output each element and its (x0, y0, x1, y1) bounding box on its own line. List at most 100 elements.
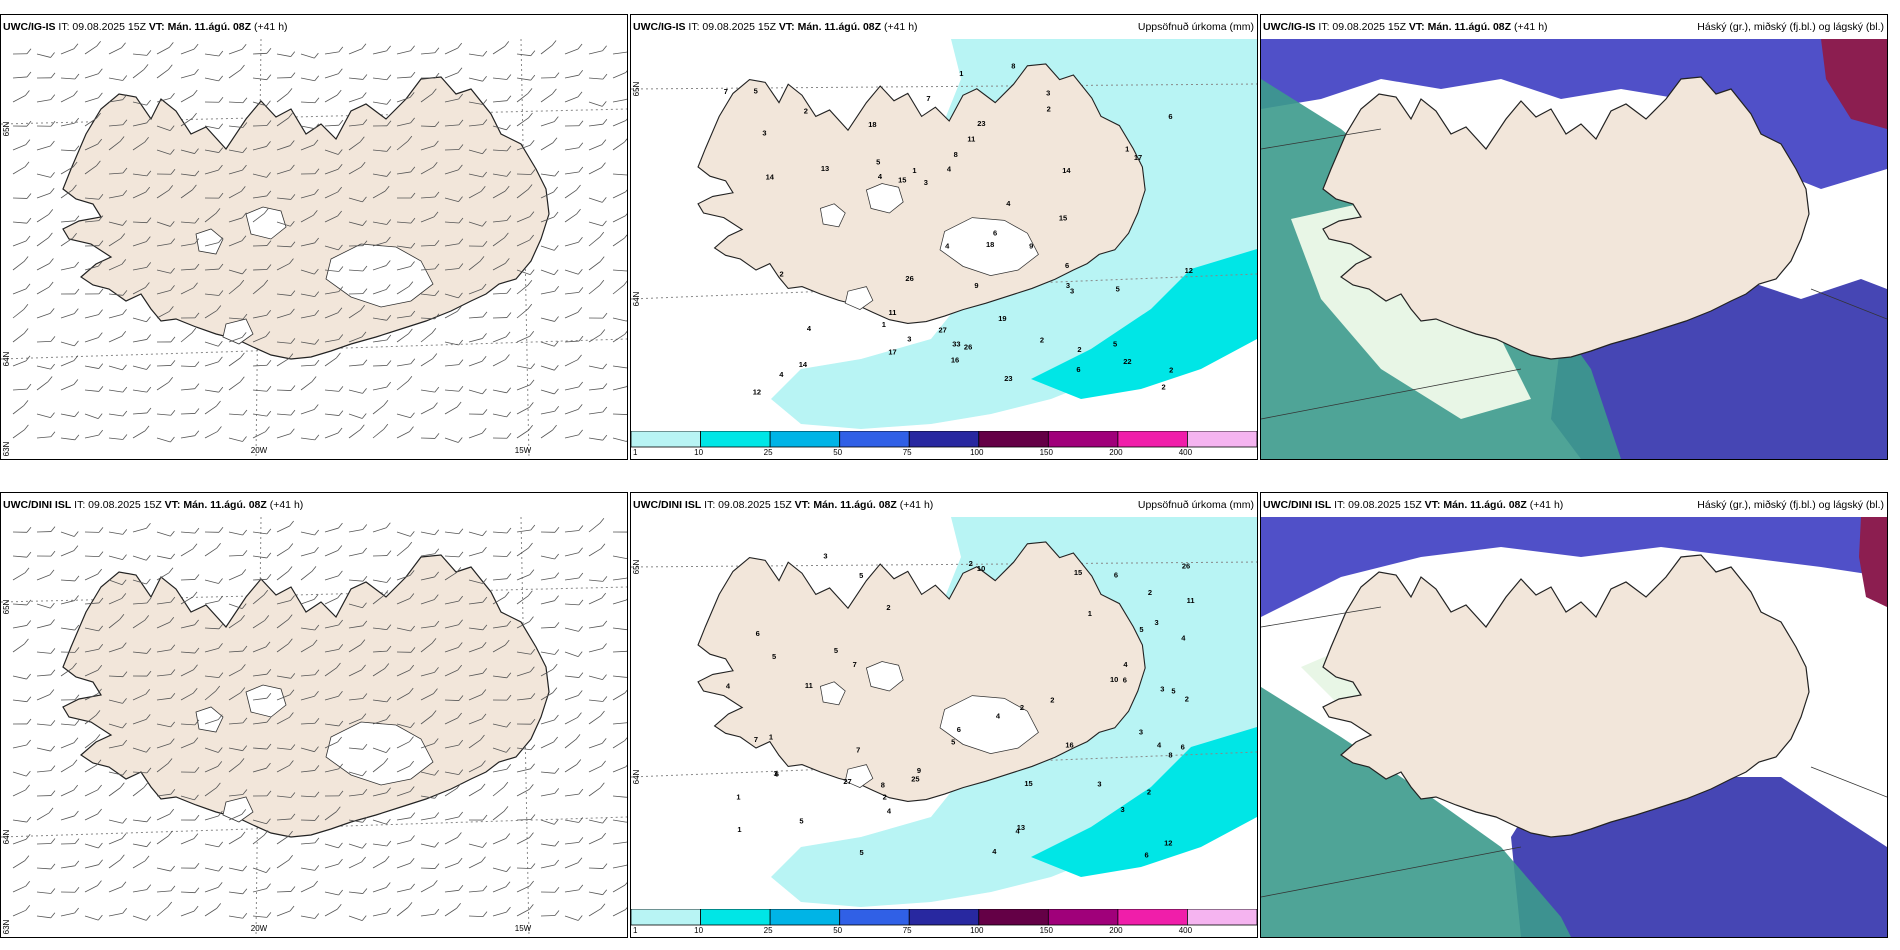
wind-barb (60, 77, 75, 80)
wind-barb (84, 314, 99, 319)
wind-barb-flag (410, 166, 416, 173)
wind-barb-flag (266, 668, 272, 675)
wind-barb (564, 793, 579, 797)
precip-point-value: 1 (912, 166, 916, 175)
wind-barb-flag (192, 89, 198, 96)
wind-barb-flag (554, 170, 560, 177)
wind-barb-flag (287, 614, 293, 620)
wind-map[interactable]: 65N 64N 63N 20W 15W (1, 39, 627, 459)
wind-barb-flag (25, 90, 30, 96)
wind-barb-flag (554, 341, 559, 347)
wind-barb (492, 911, 507, 917)
precip-point-value: 4 (878, 172, 883, 181)
wind-barb-flag (529, 234, 534, 241)
precip-point-value: 2 (886, 603, 890, 612)
wind-barb (324, 575, 339, 581)
wind-barb (180, 548, 194, 557)
cloud-map[interactable] (1261, 517, 1887, 937)
wind-barb-flag (98, 625, 104, 632)
wind-barb-flag (504, 185, 510, 192)
wind-barb (132, 365, 147, 370)
wind-barb-flag (26, 696, 32, 702)
lead-time: (+41 h) (1529, 499, 1564, 511)
wind-barb (228, 149, 243, 154)
cloud-panel-dini: UWC/DINI ISL IT: 09.08.2025 15Z VT: Mán.… (1260, 492, 1888, 938)
colorbar-bin (631, 431, 701, 448)
wind-barb-flag (386, 818, 391, 825)
wind-barb-flag (578, 837, 584, 843)
wind-barb (60, 764, 74, 773)
wind-barb (60, 341, 75, 347)
wind-barb-flag (506, 95, 512, 101)
wind-barb-flag (384, 663, 390, 669)
wind-barb-flag (50, 720, 56, 726)
wind-barb-flag (50, 94, 56, 100)
wind-barb (12, 388, 27, 391)
valid-time: VT: Mán. 11.ágú. 08Z (1408, 21, 1512, 33)
wind-barb (348, 718, 363, 725)
wind-barb-flag (290, 813, 296, 820)
precip-point-value: 9 (974, 281, 978, 290)
glacier-outline (222, 796, 254, 823)
wind-barb-flag (554, 840, 560, 847)
wind-barb (228, 169, 243, 175)
precip-point-value: 15 (1074, 568, 1082, 577)
colorbar-bin (1117, 431, 1188, 448)
wind-barb-flag (410, 261, 415, 267)
wind-barb (396, 888, 411, 893)
wind-barb-flag (25, 139, 31, 145)
wind-barb-flag (601, 162, 606, 168)
wind-barb-flag (601, 832, 607, 839)
wind-barb (204, 293, 219, 296)
wind-barb (516, 308, 529, 319)
wind-barb-flag (504, 41, 510, 47)
wind-barb-flag (362, 196, 367, 203)
wind-barb-flag (506, 387, 512, 394)
precip-point-value: 3 (907, 335, 911, 344)
wind-barb-flag (458, 359, 464, 365)
cloud-map[interactable] (1261, 39, 1887, 459)
wind-barb-flag (242, 97, 248, 104)
wind-barb (12, 909, 26, 917)
wind-barb-flag (215, 208, 221, 214)
wind-barb (492, 149, 507, 152)
wind-barb-flag (314, 765, 320, 771)
wind-barb-flag (73, 43, 79, 49)
wind-barb (516, 788, 530, 797)
wind-barb-flag (434, 191, 440, 198)
wind-barb (348, 891, 363, 894)
precip-map[interactable]: 65N 64N 4 5 6 9 7 8 5 3 2 1 2 4 3 1 2 5 3 2 4 6 7 14 16 9 3 2 1 11 17 1… (631, 39, 1257, 459)
wind-barb-flag (98, 309, 103, 315)
wind-barb (540, 341, 555, 347)
wind-barb-flag (625, 118, 627, 121)
wind-barb-flag (242, 164, 247, 171)
wind-barb-flag (24, 638, 29, 645)
wind-barb (396, 723, 411, 728)
wind-barb (564, 213, 577, 223)
wind-barb-flag (266, 743, 272, 750)
wind-barb (252, 673, 267, 677)
wind-barb (444, 389, 459, 392)
precip-point-value: 27 (939, 326, 947, 335)
wind-barb-flag (121, 330, 127, 337)
wind-barb (372, 149, 387, 152)
wind-barb-flag (602, 312, 608, 319)
wind-barb-flag (313, 594, 319, 600)
graticule-line (1, 338, 627, 360)
wind-barb (60, 237, 73, 247)
wind-barb (252, 213, 265, 223)
wind-map[interactable]: 65N 64N 63N 20W 15W (1, 517, 627, 937)
wind-barb (372, 843, 387, 847)
wind-barb (588, 77, 603, 80)
wind-barb-flag (554, 285, 560, 292)
precip-map[interactable]: 65N 64N 5 6 6 4 4 5 6 7 5 3 2 1 2 4 3 5 6 7 3 4 2 6 12 16 11 4 5 3 1 2 8… (631, 517, 1257, 937)
wind-barb-flag (602, 406, 608, 413)
wind-barb-flag (554, 527, 560, 533)
wind-barb-flag (552, 88, 557, 95)
wind-barb (588, 715, 601, 725)
wind-barb-flag (530, 744, 536, 750)
precip-point-value: 1 (882, 320, 886, 329)
wind-barb (564, 311, 578, 319)
wind-barb-flag (482, 546, 487, 553)
wind-barb (588, 699, 603, 702)
